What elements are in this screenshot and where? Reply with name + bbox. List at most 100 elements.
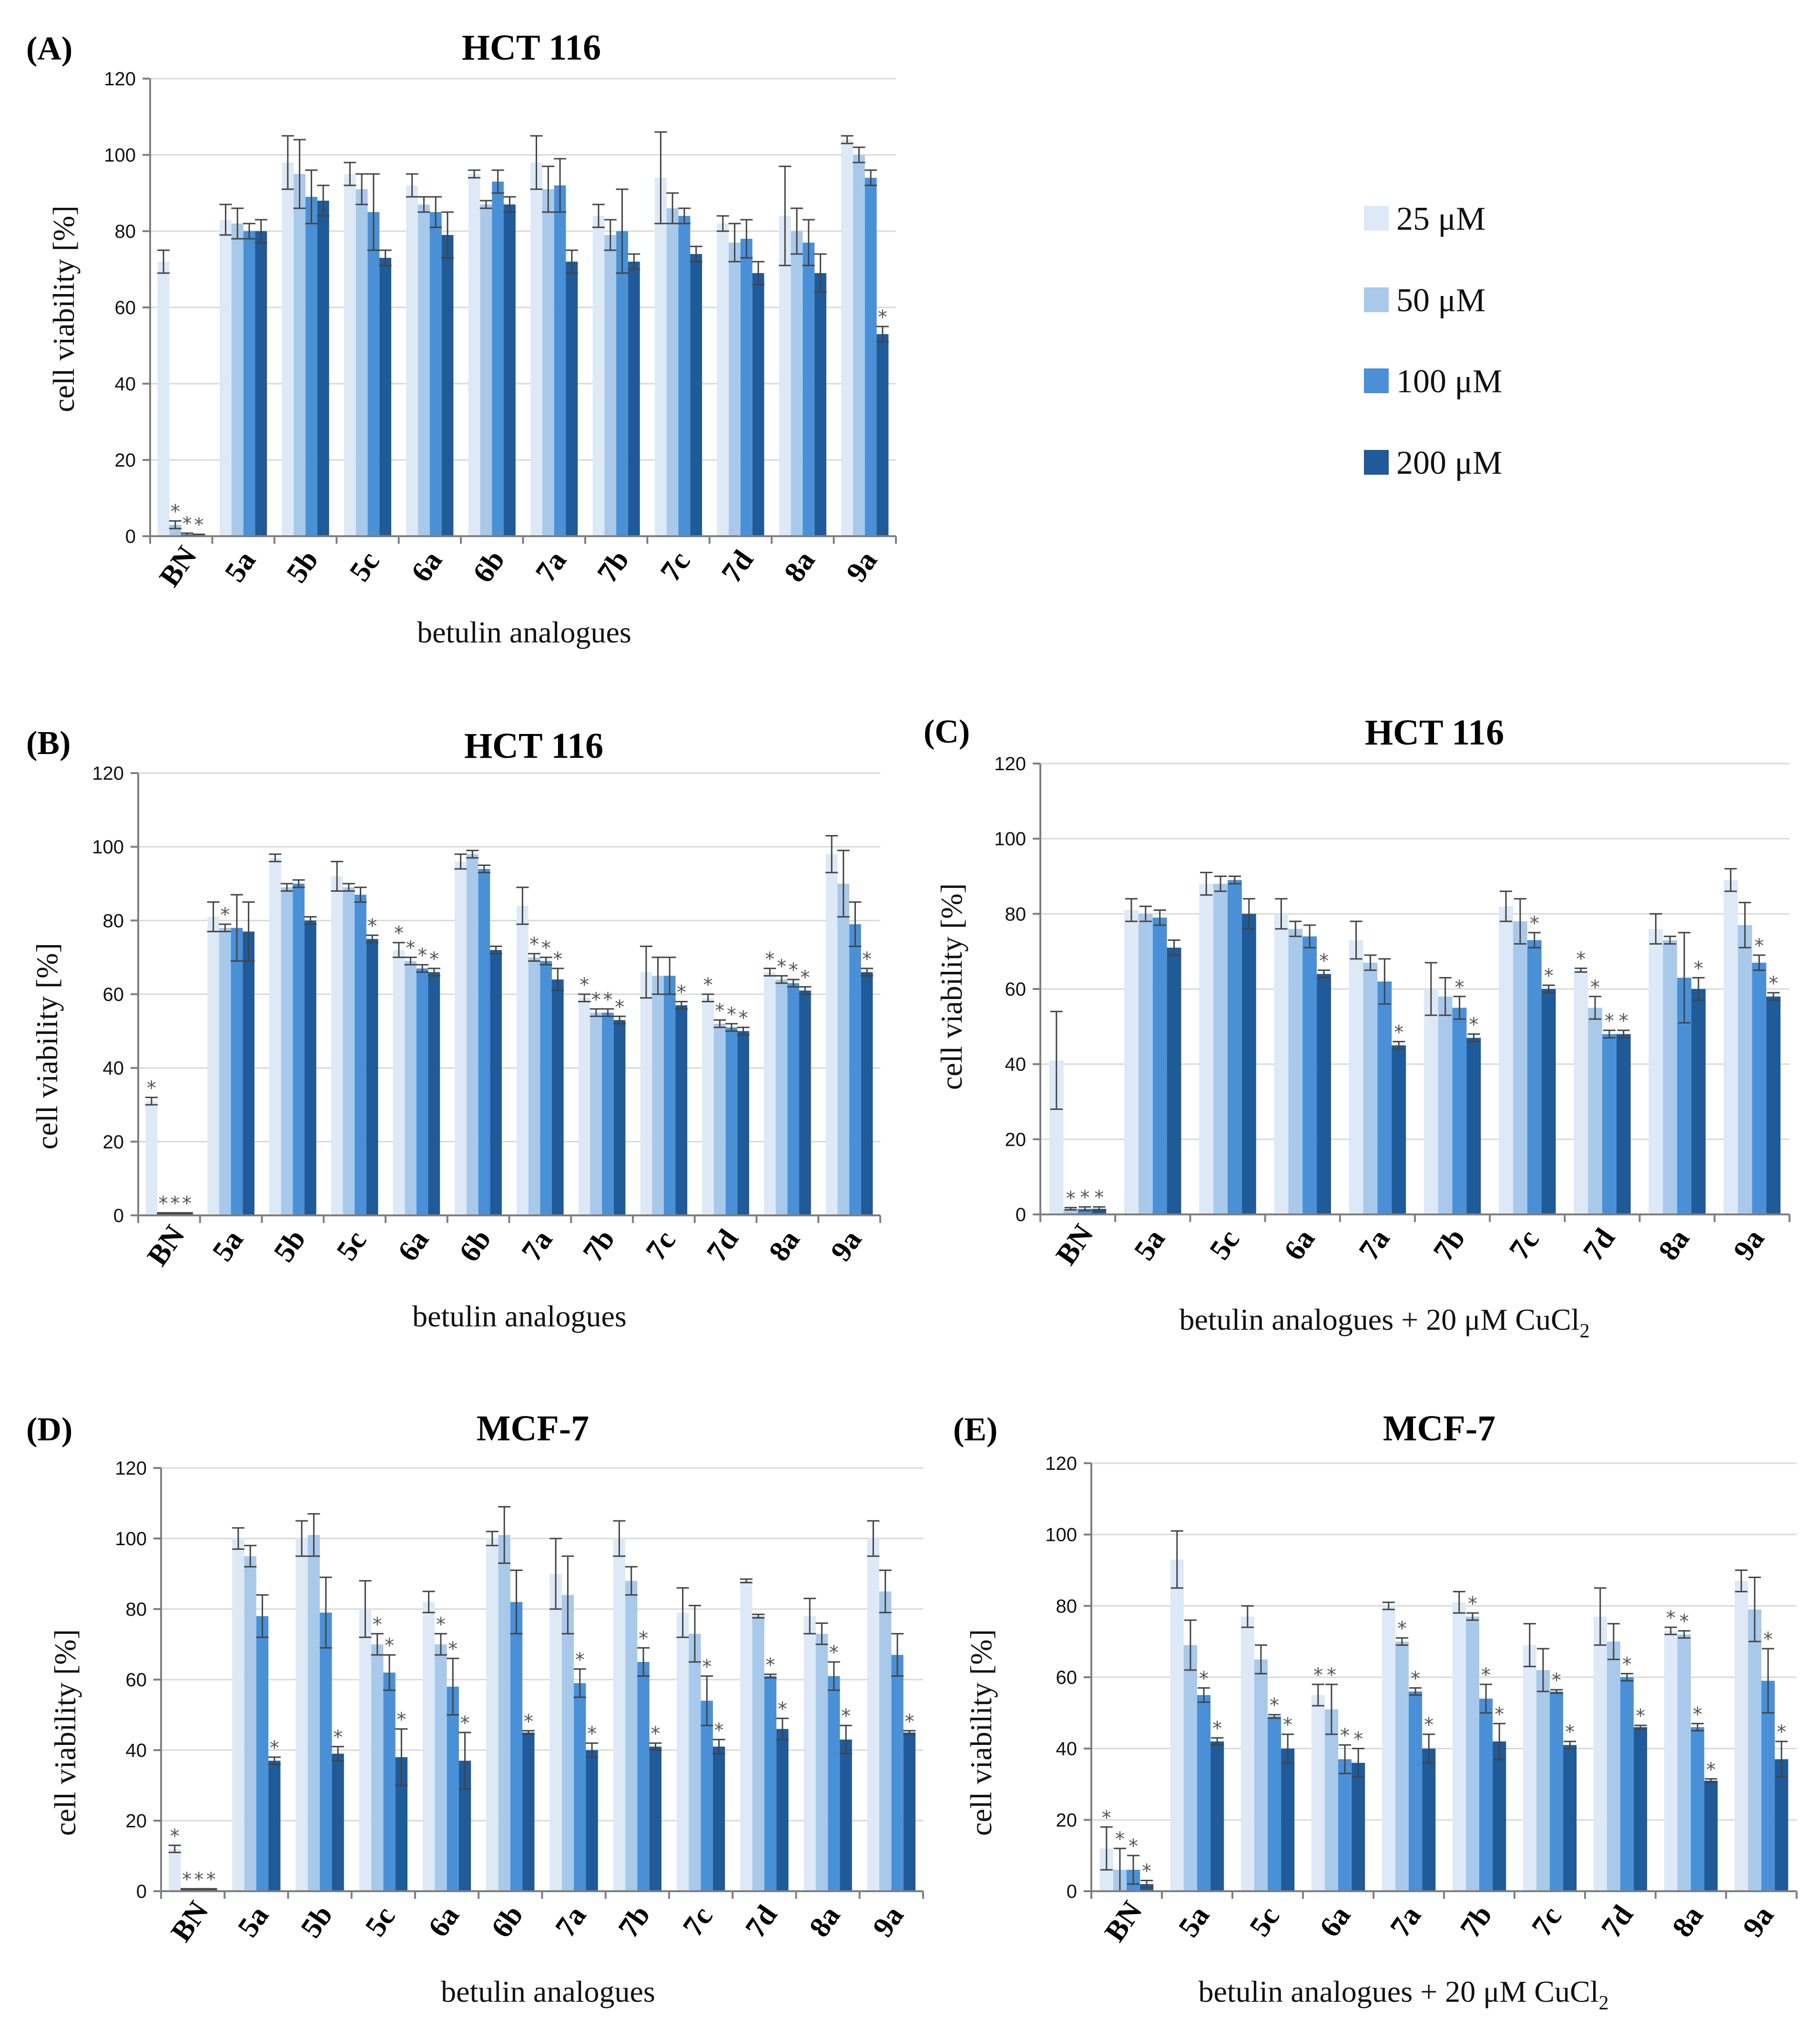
significance-star: * xyxy=(1622,1654,1632,1676)
bar xyxy=(1302,936,1317,1214)
significance-star: * xyxy=(206,1869,216,1891)
significance-star: * xyxy=(727,1004,736,1026)
significance-star: * xyxy=(367,915,377,937)
bar xyxy=(613,1539,626,1891)
plot-area: 020406080100120*************************… xyxy=(1045,1453,1798,1947)
bar xyxy=(1078,1209,1092,1214)
significance-star: * xyxy=(878,306,887,328)
bar xyxy=(676,1612,689,1891)
bar xyxy=(1167,948,1181,1214)
bar xyxy=(1268,1716,1281,1891)
x-axis-label: betulin analogues xyxy=(417,615,631,649)
bar xyxy=(1465,1616,1479,1891)
bar xyxy=(207,917,219,1215)
bar xyxy=(367,212,380,536)
x-axis-label-text: betulin analogues + 20 μM CuCl xyxy=(1198,1975,1598,2008)
bar xyxy=(441,235,454,536)
panel-a: (A) HCT 116 cell viability [%] betulin a… xyxy=(26,28,897,649)
significance-star: * xyxy=(194,514,203,536)
bar xyxy=(366,939,378,1215)
y-tick-label: 100 xyxy=(115,1529,147,1549)
bar xyxy=(561,1595,574,1891)
significance-star: * xyxy=(1706,1759,1716,1781)
bar xyxy=(1775,1759,1789,1891)
bar xyxy=(1409,1691,1423,1891)
bar xyxy=(701,1701,713,1891)
bar xyxy=(295,1539,308,1891)
significance-star: * xyxy=(800,967,810,989)
bar xyxy=(231,224,244,536)
y-tick-label: 120 xyxy=(104,69,136,90)
bar xyxy=(356,189,368,536)
significance-star: * xyxy=(394,923,404,945)
significance-star: * xyxy=(524,1711,533,1732)
bar xyxy=(737,1031,749,1215)
chart-title: HCT 116 xyxy=(1365,713,1504,753)
panel-letter: (B) xyxy=(26,725,71,762)
significance-star: * xyxy=(1694,958,1703,979)
significance-star: * xyxy=(615,996,624,1018)
bar xyxy=(510,1602,523,1891)
significance-star: * xyxy=(159,1193,168,1215)
bar xyxy=(1317,974,1331,1214)
bar xyxy=(1363,962,1378,1214)
significance-star: * xyxy=(1080,1187,1090,1209)
significance-star: * xyxy=(580,974,589,996)
significance-star: * xyxy=(587,1723,597,1745)
bar xyxy=(468,174,480,536)
bar xyxy=(1063,1209,1078,1214)
bar xyxy=(305,197,317,536)
y-tick-label: 80 xyxy=(103,910,124,931)
legend: 25 μM 50 μM 100 μM 200 μM xyxy=(1364,201,1502,481)
y-tick-label: 120 xyxy=(1045,1453,1077,1474)
bar xyxy=(282,163,294,536)
chart-title: MCF-7 xyxy=(477,1408,589,1448)
y-tick-label: 20 xyxy=(103,1131,124,1152)
significance-star: * xyxy=(789,959,798,981)
bar xyxy=(486,1539,498,1891)
bar xyxy=(1493,1741,1506,1891)
bar xyxy=(604,235,617,536)
bar xyxy=(787,983,800,1215)
bar xyxy=(478,869,490,1215)
bar xyxy=(586,1750,598,1891)
bar xyxy=(1664,1631,1678,1891)
y-tick-label: 0 xyxy=(125,526,136,547)
bar xyxy=(1466,1038,1481,1214)
bar xyxy=(803,243,815,536)
bar xyxy=(1602,1034,1617,1214)
significance-star: * xyxy=(1666,1607,1676,1629)
significance-star: * xyxy=(1327,1664,1336,1686)
bar xyxy=(540,961,552,1215)
bar xyxy=(490,950,502,1215)
significance-star: * xyxy=(1199,1668,1209,1690)
significance-star: * xyxy=(1142,1861,1151,1883)
significance-star: * xyxy=(385,1635,394,1657)
bar xyxy=(1752,962,1767,1214)
bar xyxy=(504,204,516,536)
legend-label: 25 μM xyxy=(1396,201,1485,237)
bar xyxy=(428,972,440,1215)
significance-star: * xyxy=(171,501,180,523)
significance-star: * xyxy=(1212,1718,1222,1740)
significance-star: * xyxy=(1469,1014,1478,1036)
significance-star: * xyxy=(575,1649,585,1671)
bar xyxy=(294,174,306,536)
legend-label: 50 μM xyxy=(1396,282,1485,319)
bar xyxy=(713,1023,726,1215)
significance-star: * xyxy=(862,948,872,970)
bar xyxy=(1382,1606,1395,1891)
panel-b: (B) HCT 116 cell viability [%] betulin a… xyxy=(26,725,881,1333)
bar xyxy=(1311,1695,1325,1891)
bar xyxy=(466,854,478,1215)
bar xyxy=(740,239,752,536)
significance-star: * xyxy=(448,1639,458,1661)
significance-star: * xyxy=(1693,1703,1702,1725)
bar xyxy=(592,216,605,536)
bar xyxy=(256,1616,269,1891)
bar xyxy=(725,1027,738,1215)
y-tick-label: 60 xyxy=(115,297,136,318)
bar xyxy=(1438,996,1453,1214)
significance-star: * xyxy=(1455,977,1464,999)
